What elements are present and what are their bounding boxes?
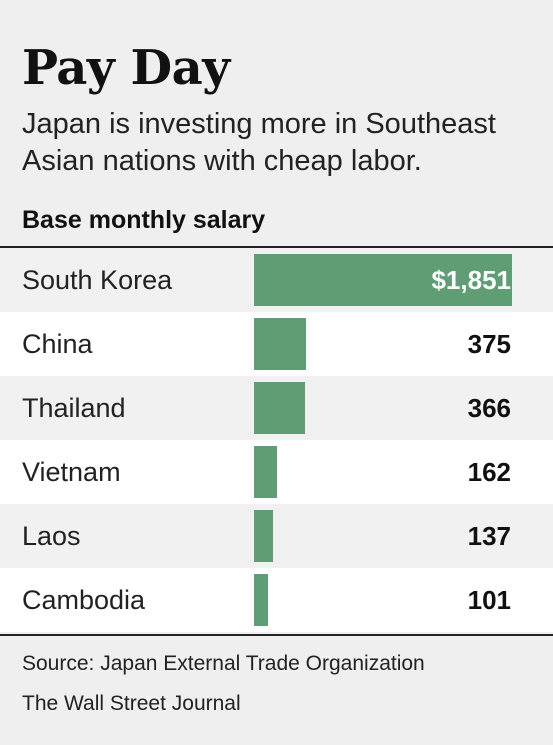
bar-row: South Korea $1,851 [0,248,553,312]
bar-row: Thailand 366 [0,376,553,440]
source-note: Source: Japan External Trade Organizatio… [22,652,425,675]
bar-row: China 375 [0,312,553,376]
top-rule [0,246,553,248]
value-label: 137 [467,521,511,551]
bar [254,254,512,306]
bar [254,574,268,626]
chart-subtitle: Japan is investing more in Southeast Asi… [22,108,496,177]
category-label: Vietnam [22,457,121,487]
credit-line: The Wall Street Journal [22,692,241,715]
value-label: 366 [467,393,511,423]
measure-label: Base monthly salary [22,206,266,234]
bottom-rule [0,634,553,636]
category-label: South Korea [22,265,173,295]
category-label: Thailand [22,393,126,423]
value-label: 162 [467,457,511,487]
chart-title: Pay Day [22,40,230,96]
bar [254,510,273,562]
value-label: 375 [467,329,511,359]
value-label: $1,851 [431,265,511,295]
value-label: 101 [467,585,511,615]
bar-row: Vietnam 162 [0,440,553,504]
bar-row: Cambodia 101 [0,568,553,632]
bar-row: Laos 137 [0,504,553,568]
category-label: Cambodia [22,585,146,615]
category-label: China [22,329,93,359]
bar-rows: South Korea $1,851 China 375 Thailand 366 Viet… [0,248,553,632]
bar [254,446,277,498]
bar [254,318,306,370]
category-label: Laos [22,521,81,551]
bar [254,382,305,434]
